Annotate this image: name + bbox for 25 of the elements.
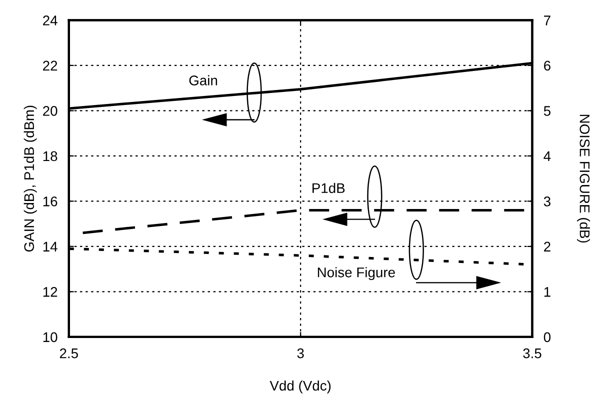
y-tick-label: 24 bbox=[43, 16, 58, 26]
x-axis-title: Vdd (Vdc) bbox=[270, 380, 331, 394]
x-tick-label: 3 bbox=[297, 348, 304, 358]
x-tick-label: 2.5 bbox=[60, 348, 78, 358]
y-axis-title: GAIN (dB), P1dB (dBm) bbox=[24, 106, 37, 252]
y2-tick-label: 5 bbox=[544, 106, 550, 116]
y-tick-label: 18 bbox=[43, 151, 58, 162]
y-tick-label: 22 bbox=[43, 60, 58, 70]
y-tick-label: 14 bbox=[43, 242, 58, 252]
y-tick-label: 10 bbox=[43, 332, 58, 342]
y-tick-label: 12 bbox=[43, 287, 58, 297]
y2-tick-label: 0 bbox=[544, 332, 551, 342]
y2-tick-label: 3 bbox=[544, 196, 550, 206]
y2-tick-label: 4 bbox=[544, 151, 551, 161]
y-tick-label: 16 bbox=[43, 196, 58, 206]
y2-tick-label: 2 bbox=[544, 242, 550, 252]
x-tick-label: 3.5 bbox=[523, 348, 542, 358]
y2-tick-label: 7 bbox=[544, 16, 550, 26]
annotation: Gain bbox=[189, 75, 218, 86]
y2-axis-title: NOISE FIGURE (dB) bbox=[577, 114, 590, 243]
y-tick-label: 20 bbox=[43, 106, 58, 116]
annotation: P1dB bbox=[312, 182, 345, 194]
y2-tick-label: 1 bbox=[544, 287, 550, 297]
y2-tick-label: 6 bbox=[544, 60, 550, 71]
annotation: Noise Figure bbox=[318, 267, 395, 280]
